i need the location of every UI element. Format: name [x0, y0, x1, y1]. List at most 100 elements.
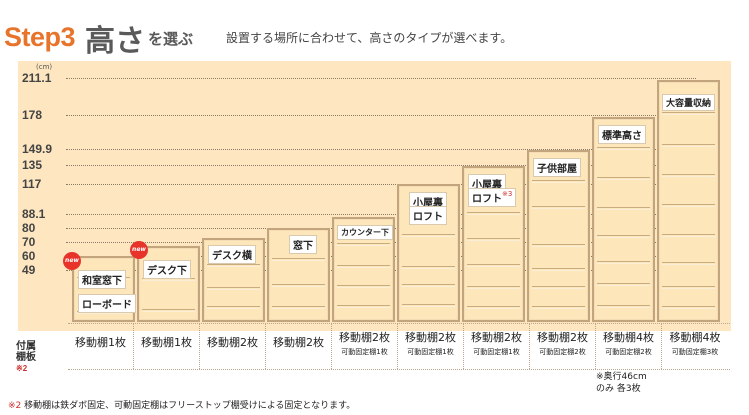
accessory-main: 移動棚2枚 — [405, 331, 456, 344]
shelf-unit-counter-under[interactable]: カウンター下 — [332, 217, 395, 322]
shelf-board — [467, 238, 520, 241]
height-guide-line — [66, 214, 696, 215]
accessory-sub: 可動固定棚1枚 — [473, 348, 520, 356]
shelf-unit-large-capacity[interactable]: 大容量収納 — [657, 80, 720, 322]
shelf-board — [467, 286, 520, 289]
y-tick-label: 149.9 — [22, 142, 53, 156]
accessory-main: 移動棚2枚 — [537, 331, 588, 344]
footnote: ※2 移動棚は鉄ダボ固定、可動固定棚はフリーストップ棚受けによる固定となります。 — [8, 398, 355, 411]
shelf-board — [402, 284, 455, 287]
shelf-board — [662, 204, 715, 207]
shelf-unit-low-board[interactable]: 和室窓下 ローボード — [72, 256, 136, 322]
shelf-board — [272, 284, 325, 287]
y-tick-label: 60 — [22, 249, 36, 263]
shelf-board — [402, 234, 455, 237]
accessory-header-note: ※2 — [16, 364, 28, 373]
footnote-mark: ※2 — [8, 401, 22, 411]
shelf-label: 標準高さ — [598, 125, 646, 144]
shelf-unit-desk-side[interactable]: デスク横 — [202, 238, 265, 322]
shelf-label: デスク下 — [143, 260, 191, 279]
shelf-label: 大容量収納 — [662, 94, 716, 111]
shelf-board — [597, 305, 650, 308]
shelf-board — [597, 261, 650, 264]
shelf-board — [532, 244, 585, 247]
page-title: 高さ — [85, 24, 145, 59]
accessory-sub: 可動固定棚3枚 — [671, 348, 719, 356]
shelf-board — [662, 262, 715, 265]
shelf-board — [662, 112, 715, 115]
accessory-cell: 移動棚2枚 可動固定棚1枚 — [332, 324, 398, 369]
shelf-board — [402, 304, 455, 307]
shelf-board — [337, 285, 390, 288]
shelf-board — [532, 206, 585, 209]
shelf-board — [207, 306, 260, 309]
accessory-cell: 移動棚4枚 可動固定棚2枚 — [596, 324, 662, 369]
shelf-label-2: ローボード — [78, 294, 136, 313]
accessory-sub: 可動固定棚1枚 — [341, 348, 388, 356]
axis-unit: (cm) — [36, 63, 53, 71]
note-mark: ※3 — [502, 190, 513, 198]
shelf-board — [597, 147, 650, 150]
depth-note-line1: ※奥行46cm — [596, 372, 647, 382]
shelf-board — [597, 207, 650, 210]
shelf-label: カウンター下 — [337, 225, 393, 240]
shelf-unit-desk-under[interactable]: デスク下 — [137, 246, 200, 322]
accessory-cell: 移動棚4枚 可動固定棚3枚 — [662, 324, 728, 369]
accessory-cell: 移動棚2枚 — [266, 324, 332, 369]
accessory-main: 移動棚4枚 — [603, 331, 654, 344]
shelf-board — [337, 243, 390, 246]
height-guide-line — [66, 165, 696, 166]
shelf-board — [662, 286, 715, 289]
y-tick-label: 80 — [22, 221, 36, 235]
accessory-main: 移動棚1枚 — [75, 336, 126, 349]
accessory-main: 移動棚1枚 — [141, 336, 192, 349]
height-guide-line — [66, 149, 696, 150]
depth-note: ※奥行46cm のみ 各3枚 — [596, 371, 647, 395]
depth-note-line2: のみ 各3枚 — [596, 384, 641, 394]
y-tick-label: 117 — [22, 177, 42, 191]
accessory-main: 移動棚2枚 — [339, 331, 390, 344]
accessory-header-label: 付属棚板 — [16, 341, 36, 363]
shelf-unit-attic-1[interactable]: 小屋裏 ロフト — [397, 184, 460, 322]
shelf-board — [662, 234, 715, 237]
shelf-label: 和室窓下 — [78, 270, 126, 289]
shelf-board — [662, 306, 715, 309]
y-tick-label: 178 — [22, 108, 43, 122]
accessory-cell: 移動棚2枚 可動固定棚1枚 — [398, 324, 464, 369]
shelf-board — [662, 174, 715, 177]
shelf-unit-kids-room[interactable]: 子供部屋 — [527, 150, 590, 322]
page-title-suffix: を選ぶ — [148, 30, 194, 48]
y-tick-label: 49 — [22, 263, 36, 277]
y-tick-label: 135 — [22, 158, 43, 172]
page-subtitle: 設置する場所に合わせて、高さのタイプが選べます。 — [226, 31, 513, 45]
shelf-board — [142, 309, 195, 312]
shelf-label-2: ロフト※3 — [468, 188, 517, 207]
shelf-board — [597, 177, 650, 180]
shelf-board — [337, 305, 390, 308]
accessory-main: 移動棚2枚 — [471, 331, 522, 344]
shelf-label: 子供部屋 — [533, 158, 581, 177]
shelf-board — [467, 212, 520, 215]
footnote-text: 移動棚は鉄ダボ固定、可動固定棚はフリーストップ棚受けによる固定となります。 — [21, 401, 356, 411]
accessory-main: 移動棚2枚 — [273, 336, 324, 349]
shelf-board — [467, 264, 520, 267]
accessory-header: 付属棚板 ※2 — [16, 341, 36, 374]
height-guide-line — [66, 115, 696, 116]
height-guide-line — [66, 184, 696, 185]
accessory-main: 移動棚4枚 — [669, 331, 721, 344]
shelf-unit-standard[interactable]: 標準高さ — [592, 117, 655, 322]
shelf-label: 窓下 — [289, 235, 317, 254]
shelf-board — [272, 306, 325, 309]
shelf-label-2: ロフト — [409, 206, 447, 225]
shelf-board — [467, 306, 520, 309]
y-tick-label: 211.1 — [22, 71, 52, 85]
accessory-row: 移動棚1枚 移動棚1枚 移動棚2枚 移動棚2枚 移動棚2枚 可動固定棚1枚 移動… — [68, 323, 730, 370]
accessory-cell: 移動棚2枚 — [200, 324, 266, 369]
shelf-label: デスク横 — [208, 245, 256, 264]
shelf-board — [597, 283, 650, 286]
shelf-unit-attic-2[interactable]: 小屋裏 ロフト※3 — [462, 166, 525, 322]
shelf-unit-window-under[interactable]: 窓下 — [267, 228, 330, 322]
shelf-board — [272, 258, 325, 261]
accessory-sub: 可動固定棚2枚 — [539, 348, 586, 356]
accessory-main: 移動棚2枚 — [207, 336, 258, 349]
